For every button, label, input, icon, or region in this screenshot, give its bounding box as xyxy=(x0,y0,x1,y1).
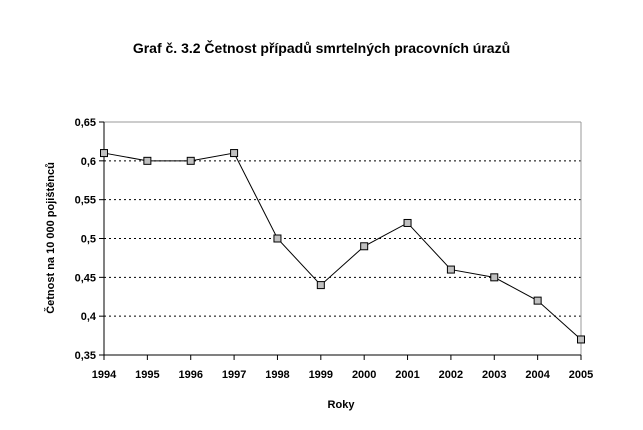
y-tick-label: 0,5 xyxy=(81,234,96,246)
data-markers xyxy=(100,149,585,344)
x-tick-label: 1999 xyxy=(309,369,333,381)
x-tick-label: 1997 xyxy=(222,369,246,381)
x-tick-labels: 1994 1995 1996 1997 1998 1999 2000 2001 2002 2003… xyxy=(92,369,593,381)
x-tick-label: 1996 xyxy=(178,369,202,381)
y-tick-label: 0,45 xyxy=(75,272,96,284)
y-tick-label: 0,35 xyxy=(75,350,96,362)
y-tick-label: 0,4 xyxy=(81,311,97,323)
y-tick-label: 0,6 xyxy=(81,156,96,168)
data-point-2005 xyxy=(577,335,585,344)
data-point-2004 xyxy=(533,296,542,305)
x-tick-label: 2000 xyxy=(352,369,376,381)
x-tick-label: 2005 xyxy=(569,369,593,381)
x-tick-label: 2003 xyxy=(482,369,506,381)
data-point-2002 xyxy=(446,265,455,274)
data-point-1998 xyxy=(273,234,282,243)
data-point-1994 xyxy=(100,149,108,158)
x-tick-label: 1994 xyxy=(92,369,117,381)
x-tick-label: 2001 xyxy=(395,369,419,381)
data-point-1995 xyxy=(143,156,152,165)
x-axis-title: Roky xyxy=(328,399,356,411)
data-point-1997 xyxy=(230,149,239,158)
series-line xyxy=(103,152,582,340)
data-point-2001 xyxy=(403,218,412,227)
y-tick-label: 0,55 xyxy=(75,195,96,207)
data-point-2000 xyxy=(360,242,369,251)
x-tick-label: 2004 xyxy=(525,369,550,381)
axes xyxy=(99,121,582,360)
y-axis-title: Četnost na 10 000 pojištěnců xyxy=(44,162,57,314)
data-point-2003 xyxy=(490,273,499,282)
grid-lines xyxy=(104,121,581,317)
data-point-1999 xyxy=(316,281,325,290)
y-tick-labels: 0,35 0,4 0,45 0,5 0,55 0,6 0,65 xyxy=(75,117,97,362)
data-point-1996 xyxy=(186,156,195,165)
chart-title: Graf č. 3.2 Četnost případů smrtelných p… xyxy=(132,40,511,56)
x-tick-label: 1995 xyxy=(135,369,159,381)
x-tick-label: 2002 xyxy=(439,369,463,381)
x-tick-label: 1998 xyxy=(265,369,289,381)
y-tick-label: 0,65 xyxy=(75,117,96,129)
